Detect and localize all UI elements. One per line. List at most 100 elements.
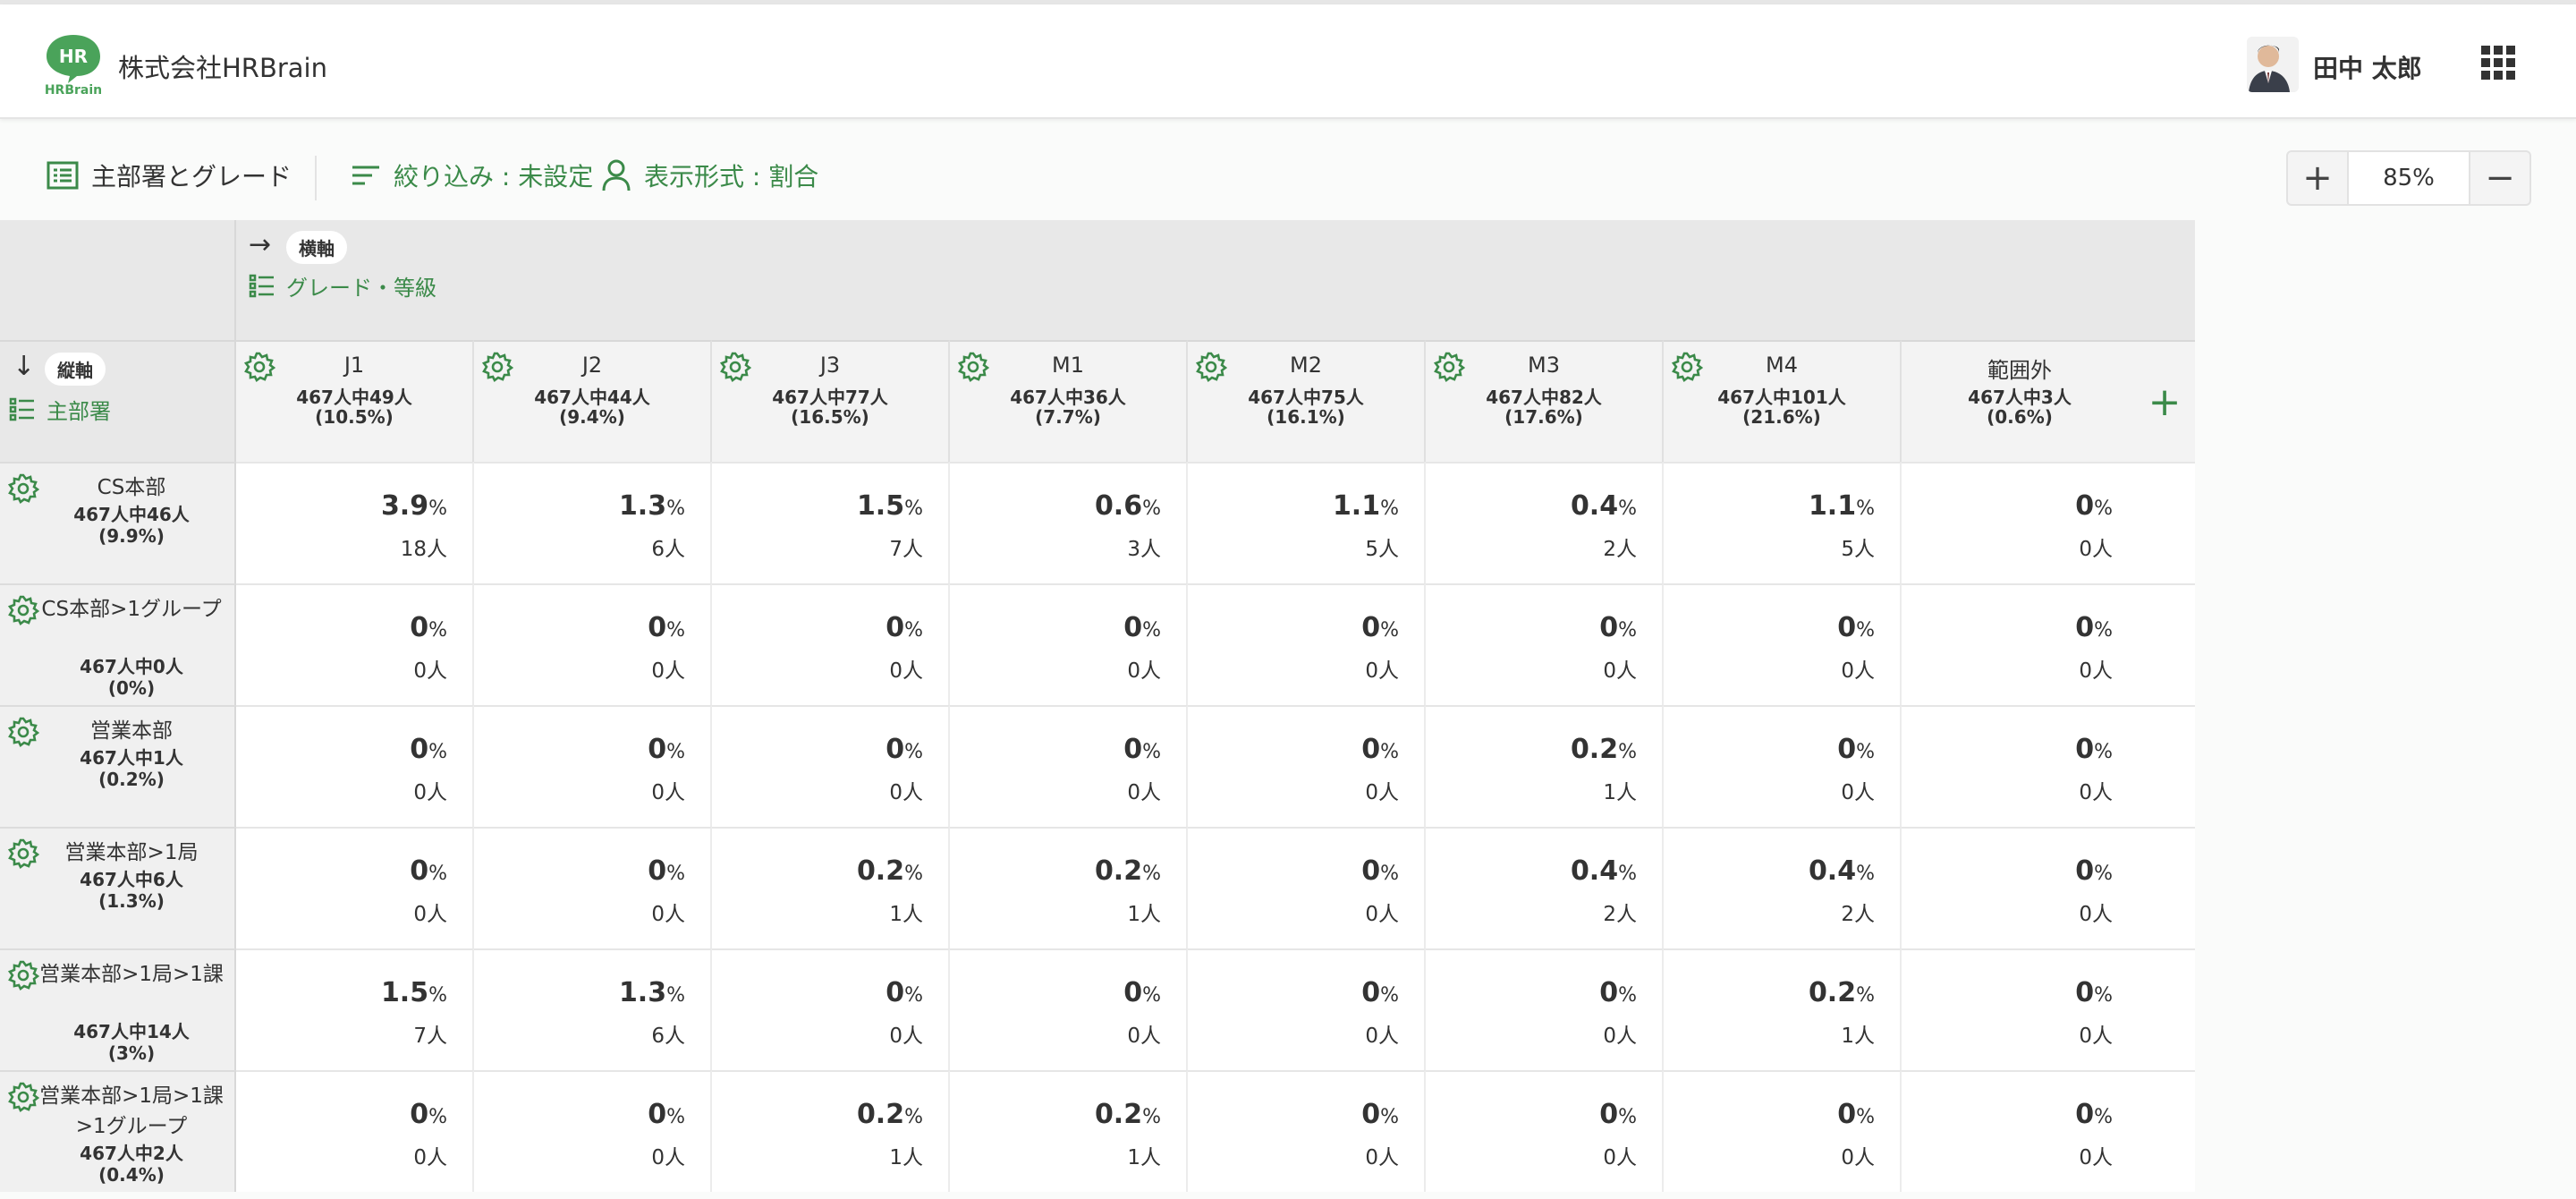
table-cell[interactable]: 0% 0人 [236,583,474,705]
table-list-icon [47,161,79,190]
gear-icon[interactable] [1195,351,1228,387]
row-percent: (9.9%) [98,525,165,547]
table-cell[interactable]: 1.1% 5人 [1188,462,1426,583]
table-cell[interactable]: 1.3% 6人 [474,462,712,583]
zoom-in-button[interactable]: + [2302,157,2333,199]
table-cell[interactable]: 0% 0人 [1902,827,2140,948]
table-cell[interactable]: 0% 0人 [1188,948,1426,1070]
table-cell[interactable]: 0% 0人 [1902,948,2140,1070]
user-avatar[interactable] [2247,37,2299,92]
row-header: 営業本部>1局>1課>1グループ 467人中2人 (0.4%) [0,1070,236,1192]
table-cell[interactable]: 1.1% 5人 [1664,462,1902,583]
table-corner [0,220,236,340]
gear-icon[interactable] [7,472,40,508]
gear-icon[interactable] [243,351,276,387]
table-cell[interactable]: 0.2% 1人 [712,827,950,948]
row-header: CS本部>1グループ 467人中0人 (0%) [0,583,236,705]
table-cell[interactable]: 0% 0人 [236,1070,474,1192]
table-cell[interactable]: 0% 0人 [950,705,1188,827]
table-cell[interactable]: 1.3% 6人 [474,948,712,1070]
table-cell[interactable]: 0% 0人 [1426,948,1664,1070]
table-cell[interactable]: 0% 0人 [1664,583,1902,705]
table-cell[interactable]: 0% 0人 [1902,583,2140,705]
table-cell[interactable]: 0% 0人 [712,705,950,827]
row-spacer [2134,1070,2195,1192]
table-cell[interactable]: 0% 0人 [1188,583,1426,705]
table-cell[interactable]: 0% 0人 [236,827,474,948]
table-cell[interactable]: 0.2% 1人 [950,1070,1188,1192]
table-cell[interactable]: 0.2% 1人 [950,827,1188,948]
gear-icon[interactable] [7,838,40,873]
user-name[interactable]: 田中 太郎 [2313,54,2422,83]
add-column-button[interactable]: + [2134,340,2195,462]
cell-percent-value: 1.5 [380,977,429,1008]
table-cell[interactable]: 0% 0人 [950,948,1188,1070]
gear-icon[interactable] [1671,351,1704,387]
gear-icon[interactable] [7,959,40,995]
cell-percent: 0% [410,855,447,887]
table-cell[interactable]: 0.2% 1人 [1664,948,1902,1070]
cell-percent-value: 0 [1123,734,1143,765]
table-cell[interactable]: 0% 0人 [1426,1070,1664,1192]
column-name: M4 [1766,353,1798,378]
percent-unit: % [1142,863,1161,885]
cell-people: 0人 [1127,659,1161,683]
table-cell[interactable]: 0% 0人 [950,583,1188,705]
table-cell[interactable]: 0.2% 1人 [712,1070,950,1192]
x-axis-selector[interactable]: グレード・等級 [249,270,436,302]
cell-percent: 0% [1599,977,1637,1008]
cell-people: 0人 [1841,659,1875,683]
table-cell[interactable]: 0% 0人 [474,827,712,948]
dept-grade-button[interactable]: 主部署とグレード [47,156,292,195]
table-cell[interactable]: 3.9% 18人 [236,462,474,583]
cell-people: 5人 [1841,538,1875,561]
table-cell[interactable]: 0% 0人 [1902,462,2140,583]
hrbrain-logo[interactable]: HR HRBrain [41,31,106,98]
row-count: 467人中1人 [80,747,183,769]
table-cell[interactable]: 0% 0人 [474,1070,712,1192]
table-cell[interactable]: 0% 0人 [474,583,712,705]
app-launcher-icon[interactable] [2481,46,2515,80]
table-cell[interactable]: 0% 0人 [1902,1070,2140,1192]
table-cell[interactable]: 0% 0人 [474,705,712,827]
column-name: M1 [1052,353,1084,378]
table-cell[interactable]: 0% 0人 [236,705,474,827]
table-cell[interactable]: 0.4% 2人 [1426,827,1664,948]
y-axis-selector[interactable]: 主部署 [9,394,111,425]
column-count: 467人中82人 [1486,387,1602,408]
table-cell[interactable]: 0.2% 1人 [1426,705,1664,827]
gear-icon[interactable] [1433,351,1466,387]
gear-icon[interactable] [7,594,40,630]
table-cell[interactable]: 0% 0人 [1664,1070,1902,1192]
percent-unit: % [2094,497,2113,520]
cell-percent: 0% [1123,734,1161,765]
table-cell[interactable]: 0% 0人 [1188,827,1426,948]
cell-percent-value: 0 [2075,977,2095,1008]
gear-icon[interactable] [7,1081,40,1117]
table-cell[interactable]: 0% 0人 [1664,705,1902,827]
cell-people: 0人 [2079,781,2113,804]
view-format-button[interactable]: 表示形式 : 割合 [601,156,818,195]
zoom-out-button[interactable]: − [2485,157,2515,199]
percent-unit: % [1142,741,1161,763]
table-cell[interactable]: 0% 0人 [1426,583,1664,705]
table-cell[interactable]: 0.6% 3人 [950,462,1188,583]
cell-percent: 0% [1361,977,1399,1008]
table-cell[interactable]: 0% 0人 [1902,705,2140,827]
gear-icon[interactable] [481,351,514,387]
toolbar-divider [315,156,317,200]
table-cell[interactable]: 0% 0人 [712,583,950,705]
table-cell[interactable]: 1.5% 7人 [712,462,950,583]
table-cell[interactable]: 0% 0人 [712,948,950,1070]
gear-icon[interactable] [719,351,752,387]
gear-icon[interactable] [7,716,40,752]
cell-percent: 0% [410,734,447,765]
table-cell[interactable]: 0% 0人 [1188,705,1426,827]
row-name: 営業本部 [90,719,173,743]
table-cell[interactable]: 1.5% 7人 [236,948,474,1070]
table-cell[interactable]: 0.4% 2人 [1426,462,1664,583]
filter-button[interactable]: 絞り込み : 未設定 [351,156,593,195]
gear-icon[interactable] [957,351,990,387]
table-cell[interactable]: 0% 0人 [1188,1070,1426,1192]
table-cell[interactable]: 0.4% 2人 [1664,827,1902,948]
